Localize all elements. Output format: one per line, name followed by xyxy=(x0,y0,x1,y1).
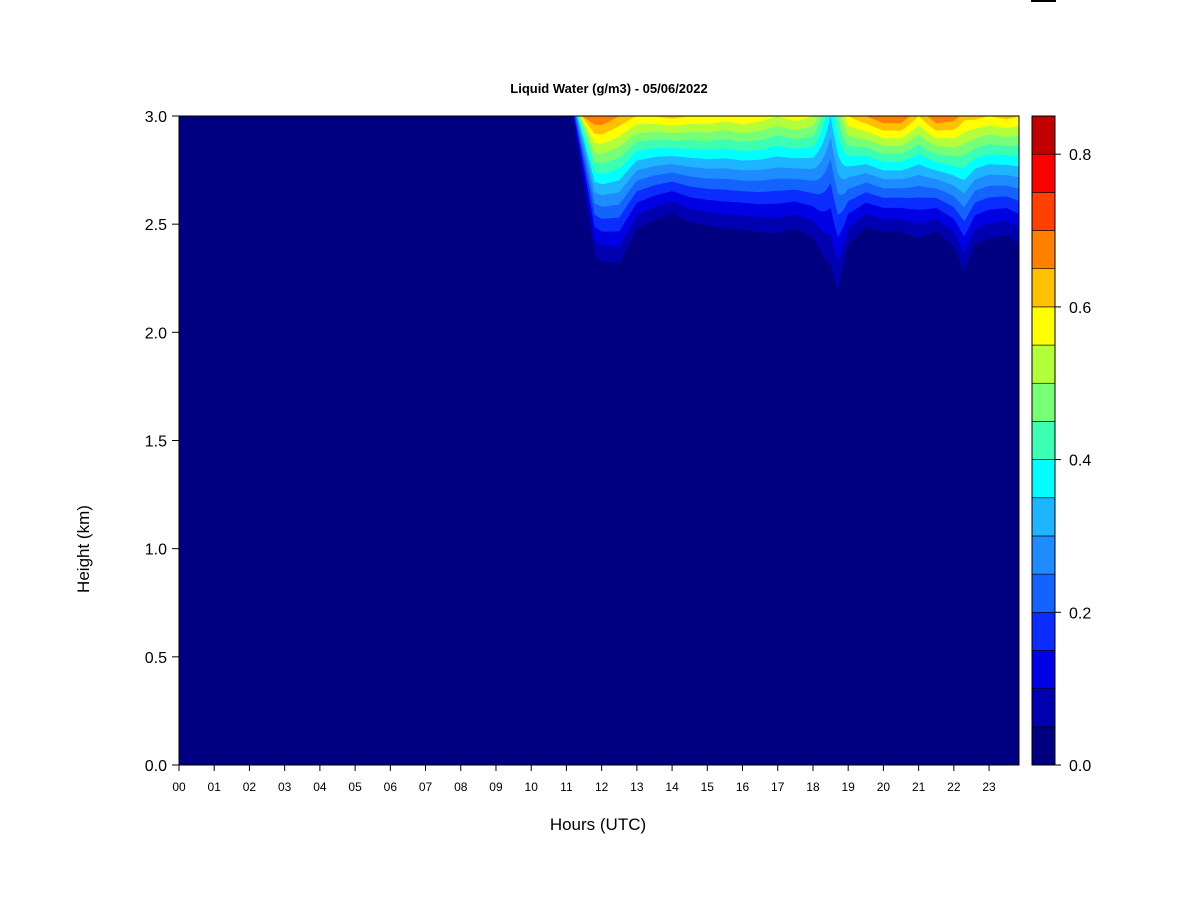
colorbar-tick-label: 0.2 xyxy=(1069,605,1091,622)
colorbar-segment xyxy=(1031,115,1056,155)
colorbar-segment xyxy=(1031,421,1056,460)
colorbar-segment xyxy=(1031,306,1056,346)
y-axis-label: Height (km) xyxy=(74,505,93,593)
colorbar-segment xyxy=(1031,192,1056,231)
colorbar-segment xyxy=(1031,611,1056,651)
x-tick-label: 20 xyxy=(877,780,891,794)
x-tick-label: 23 xyxy=(982,780,996,794)
x-tick-label: 21 xyxy=(912,780,926,794)
corner-mark xyxy=(1031,0,1056,2)
colorbar-segment xyxy=(1031,344,1056,384)
y-tick-label: 1.0 xyxy=(145,542,167,559)
x-tick-label: 13 xyxy=(630,780,644,794)
colorbar-segment xyxy=(1031,497,1056,537)
y-tick-label: 0.0 xyxy=(145,758,167,775)
x-tick-label: 12 xyxy=(595,780,609,794)
colorbar-frame xyxy=(1031,115,1056,766)
colorbar-segment xyxy=(1031,535,1056,575)
y-tick-label: 0.5 xyxy=(145,650,167,667)
x-tick-label: 00 xyxy=(172,780,186,794)
x-tick-label: 18 xyxy=(806,780,820,794)
x-tick-label: 19 xyxy=(842,780,856,794)
colorbar-segment xyxy=(1031,382,1056,422)
colorbar-tick-label: 0.0 xyxy=(1069,758,1091,775)
colorbar-segment xyxy=(1031,726,1056,766)
x-tick-label: 08 xyxy=(454,780,468,794)
x-tick-label: 09 xyxy=(489,780,503,794)
colorbar-tick-label: 0.6 xyxy=(1069,300,1091,317)
colorbar-segment xyxy=(1031,650,1056,689)
x-tick-label: 07 xyxy=(419,780,433,794)
colorbar-segment xyxy=(1031,688,1056,728)
colorbar-segment xyxy=(1031,573,1056,613)
x-tick-label: 05 xyxy=(348,780,362,794)
x-tick-label: 01 xyxy=(208,780,222,794)
colorbar-tick-label: 0.8 xyxy=(1069,147,1091,164)
y-tick-label: 2.0 xyxy=(145,325,167,342)
x-tick-label: 15 xyxy=(701,780,715,794)
colorbar-segment xyxy=(1031,230,1056,270)
x-tick-label: 11 xyxy=(560,780,573,794)
y-tick-label: 2.5 xyxy=(145,217,167,234)
colorbar-tick-label: 0.4 xyxy=(1069,453,1091,470)
x-tick-label: 14 xyxy=(665,780,679,794)
y-tick-label: 1.5 xyxy=(145,434,167,451)
colorbar-segment xyxy=(1031,459,1056,499)
x-tick-label: 03 xyxy=(278,780,292,794)
x-axis-label: Hours (UTC) xyxy=(550,815,646,834)
colorbar-segment xyxy=(1031,153,1056,193)
x-tick-label: 22 xyxy=(947,780,961,794)
colorbar-segment xyxy=(1031,268,1056,308)
x-tick-label: 10 xyxy=(525,780,539,794)
x-tick-label: 06 xyxy=(384,780,398,794)
y-tick-label: 3.0 xyxy=(145,109,167,126)
x-tick-label: 02 xyxy=(243,780,257,794)
x-tick-label: 17 xyxy=(771,780,785,794)
contour-band-12 xyxy=(581,116,1019,135)
x-tick-label: 04 xyxy=(313,780,327,794)
chart-title: Liquid Water (g/m3) - 05/06/2022 xyxy=(510,81,707,96)
x-tick-label: 16 xyxy=(736,780,750,794)
